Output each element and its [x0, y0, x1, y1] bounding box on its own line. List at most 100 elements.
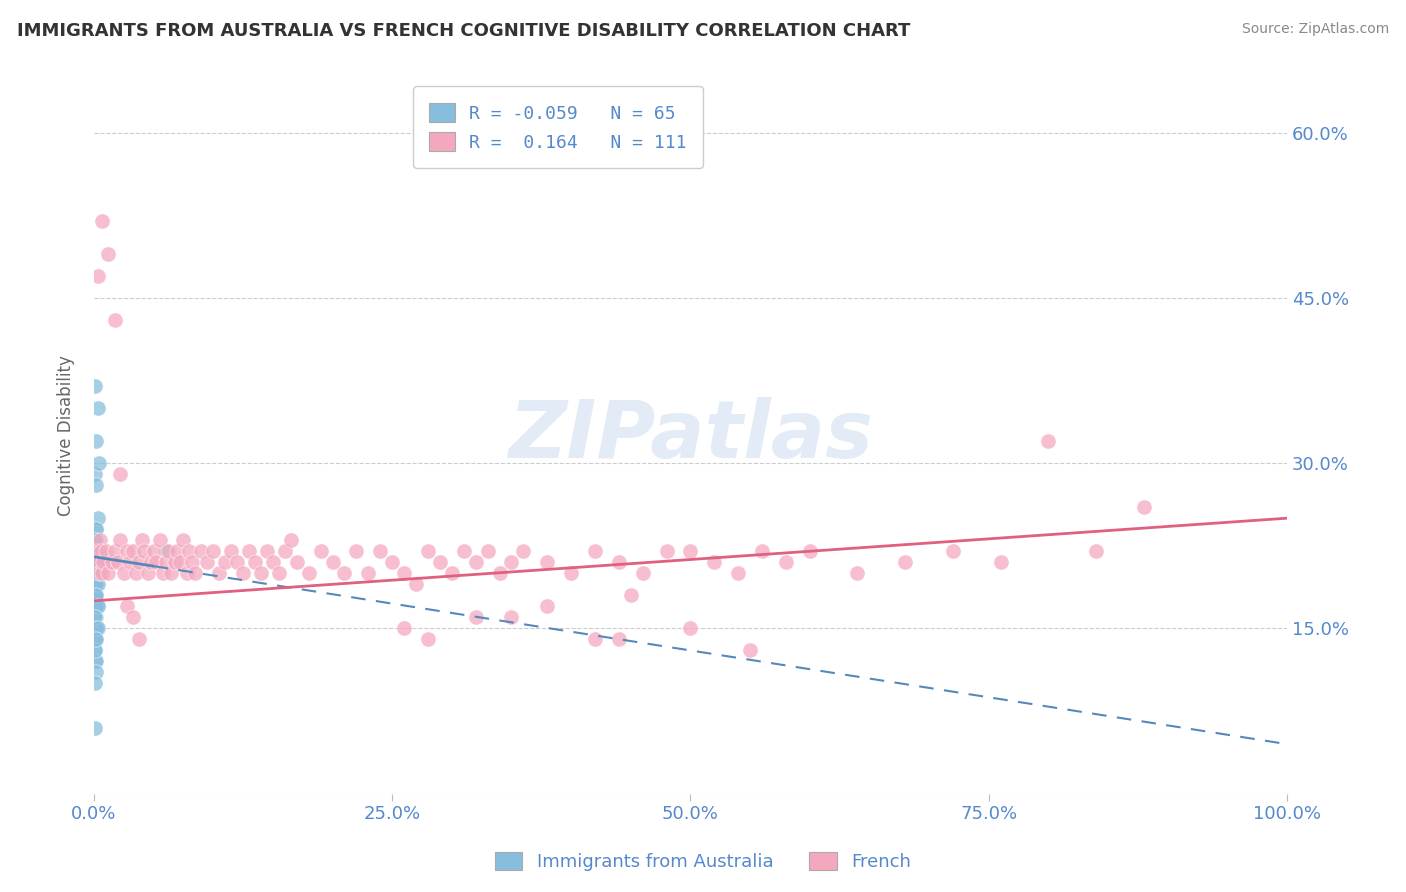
Point [179, 544, 201, 558]
Point [152, 566, 174, 581]
Point [93, 555, 115, 569]
Point [86, 268, 108, 283]
Point [285, 555, 308, 569]
Point [1084, 544, 1107, 558]
Point [86, 599, 108, 614]
Point [501, 555, 523, 569]
Point [679, 544, 702, 558]
Point [145, 555, 167, 569]
Point [256, 544, 278, 558]
Point [416, 544, 439, 558]
Point [190, 544, 212, 558]
Point [166, 544, 188, 558]
Point [219, 544, 242, 558]
Point [84, 467, 107, 482]
Point [214, 555, 236, 569]
Point [202, 544, 225, 558]
Point [122, 610, 145, 624]
Point [84, 721, 107, 735]
Point [84, 544, 107, 558]
Point [84, 643, 107, 657]
Point [86, 621, 108, 635]
Point [560, 566, 582, 581]
Point [90, 544, 112, 558]
Point [91, 213, 114, 227]
Point [655, 544, 678, 558]
Point [86, 577, 108, 591]
Point [738, 643, 761, 657]
Point [131, 533, 153, 548]
Point [84, 632, 107, 647]
Point [607, 555, 630, 569]
Point [512, 544, 534, 558]
Point [86, 588, 108, 602]
Point [86, 544, 108, 558]
Point [416, 632, 439, 647]
Point [97, 566, 120, 581]
Point [136, 566, 159, 581]
Point [238, 544, 260, 558]
Point [368, 544, 391, 558]
Point [84, 610, 107, 624]
Point [583, 544, 606, 558]
Point [453, 544, 475, 558]
Text: IMMIGRANTS FROM AUSTRALIA VS FRENCH COGNITIVE DISABILITY CORRELATION CHART: IMMIGRANTS FROM AUSTRALIA VS FRENCH COGN… [17, 22, 910, 40]
Point [86, 632, 108, 647]
Point [84, 676, 107, 690]
Point [1038, 434, 1060, 448]
Point [357, 566, 380, 581]
Point [84, 544, 107, 558]
Point [84, 566, 107, 581]
Text: ZIPatlas: ZIPatlas [508, 397, 873, 475]
Point [86, 566, 108, 581]
Point [84, 566, 107, 581]
Point [232, 566, 254, 581]
Point [86, 478, 108, 492]
Point [226, 555, 249, 569]
Point [86, 544, 108, 558]
Point [128, 555, 150, 569]
Point [583, 632, 606, 647]
Text: Source: ZipAtlas.com: Source: ZipAtlas.com [1241, 22, 1389, 37]
Point [942, 544, 965, 558]
Point [97, 246, 120, 260]
Point [142, 544, 165, 558]
Point [165, 555, 187, 569]
Point [84, 533, 107, 548]
Point [86, 511, 108, 525]
Point [84, 379, 107, 393]
Point [86, 566, 108, 581]
Point [775, 555, 797, 569]
Point [86, 621, 108, 635]
Point [122, 544, 145, 558]
Point [298, 566, 321, 581]
Point [84, 555, 107, 569]
Point [86, 665, 108, 680]
Point [132, 544, 155, 558]
Point [607, 632, 630, 647]
Point [262, 555, 284, 569]
Point [160, 566, 183, 581]
Point [180, 555, 202, 569]
Point [84, 544, 107, 558]
Point [86, 544, 108, 558]
Point [799, 544, 821, 558]
Point [536, 555, 558, 569]
Point [679, 621, 702, 635]
Point [117, 544, 139, 558]
Point [243, 555, 266, 569]
Point [86, 533, 108, 548]
Point [84, 555, 107, 569]
Point [117, 599, 139, 614]
Point [250, 566, 273, 581]
Point [118, 555, 141, 569]
Point [84, 577, 107, 591]
Point [155, 555, 177, 569]
Point [112, 566, 135, 581]
Point [846, 566, 869, 581]
Point [751, 544, 773, 558]
Y-axis label: Cognitive Disability: Cognitive Disability [58, 355, 75, 516]
Point [488, 566, 510, 581]
Point [631, 566, 654, 581]
Point [86, 621, 108, 635]
